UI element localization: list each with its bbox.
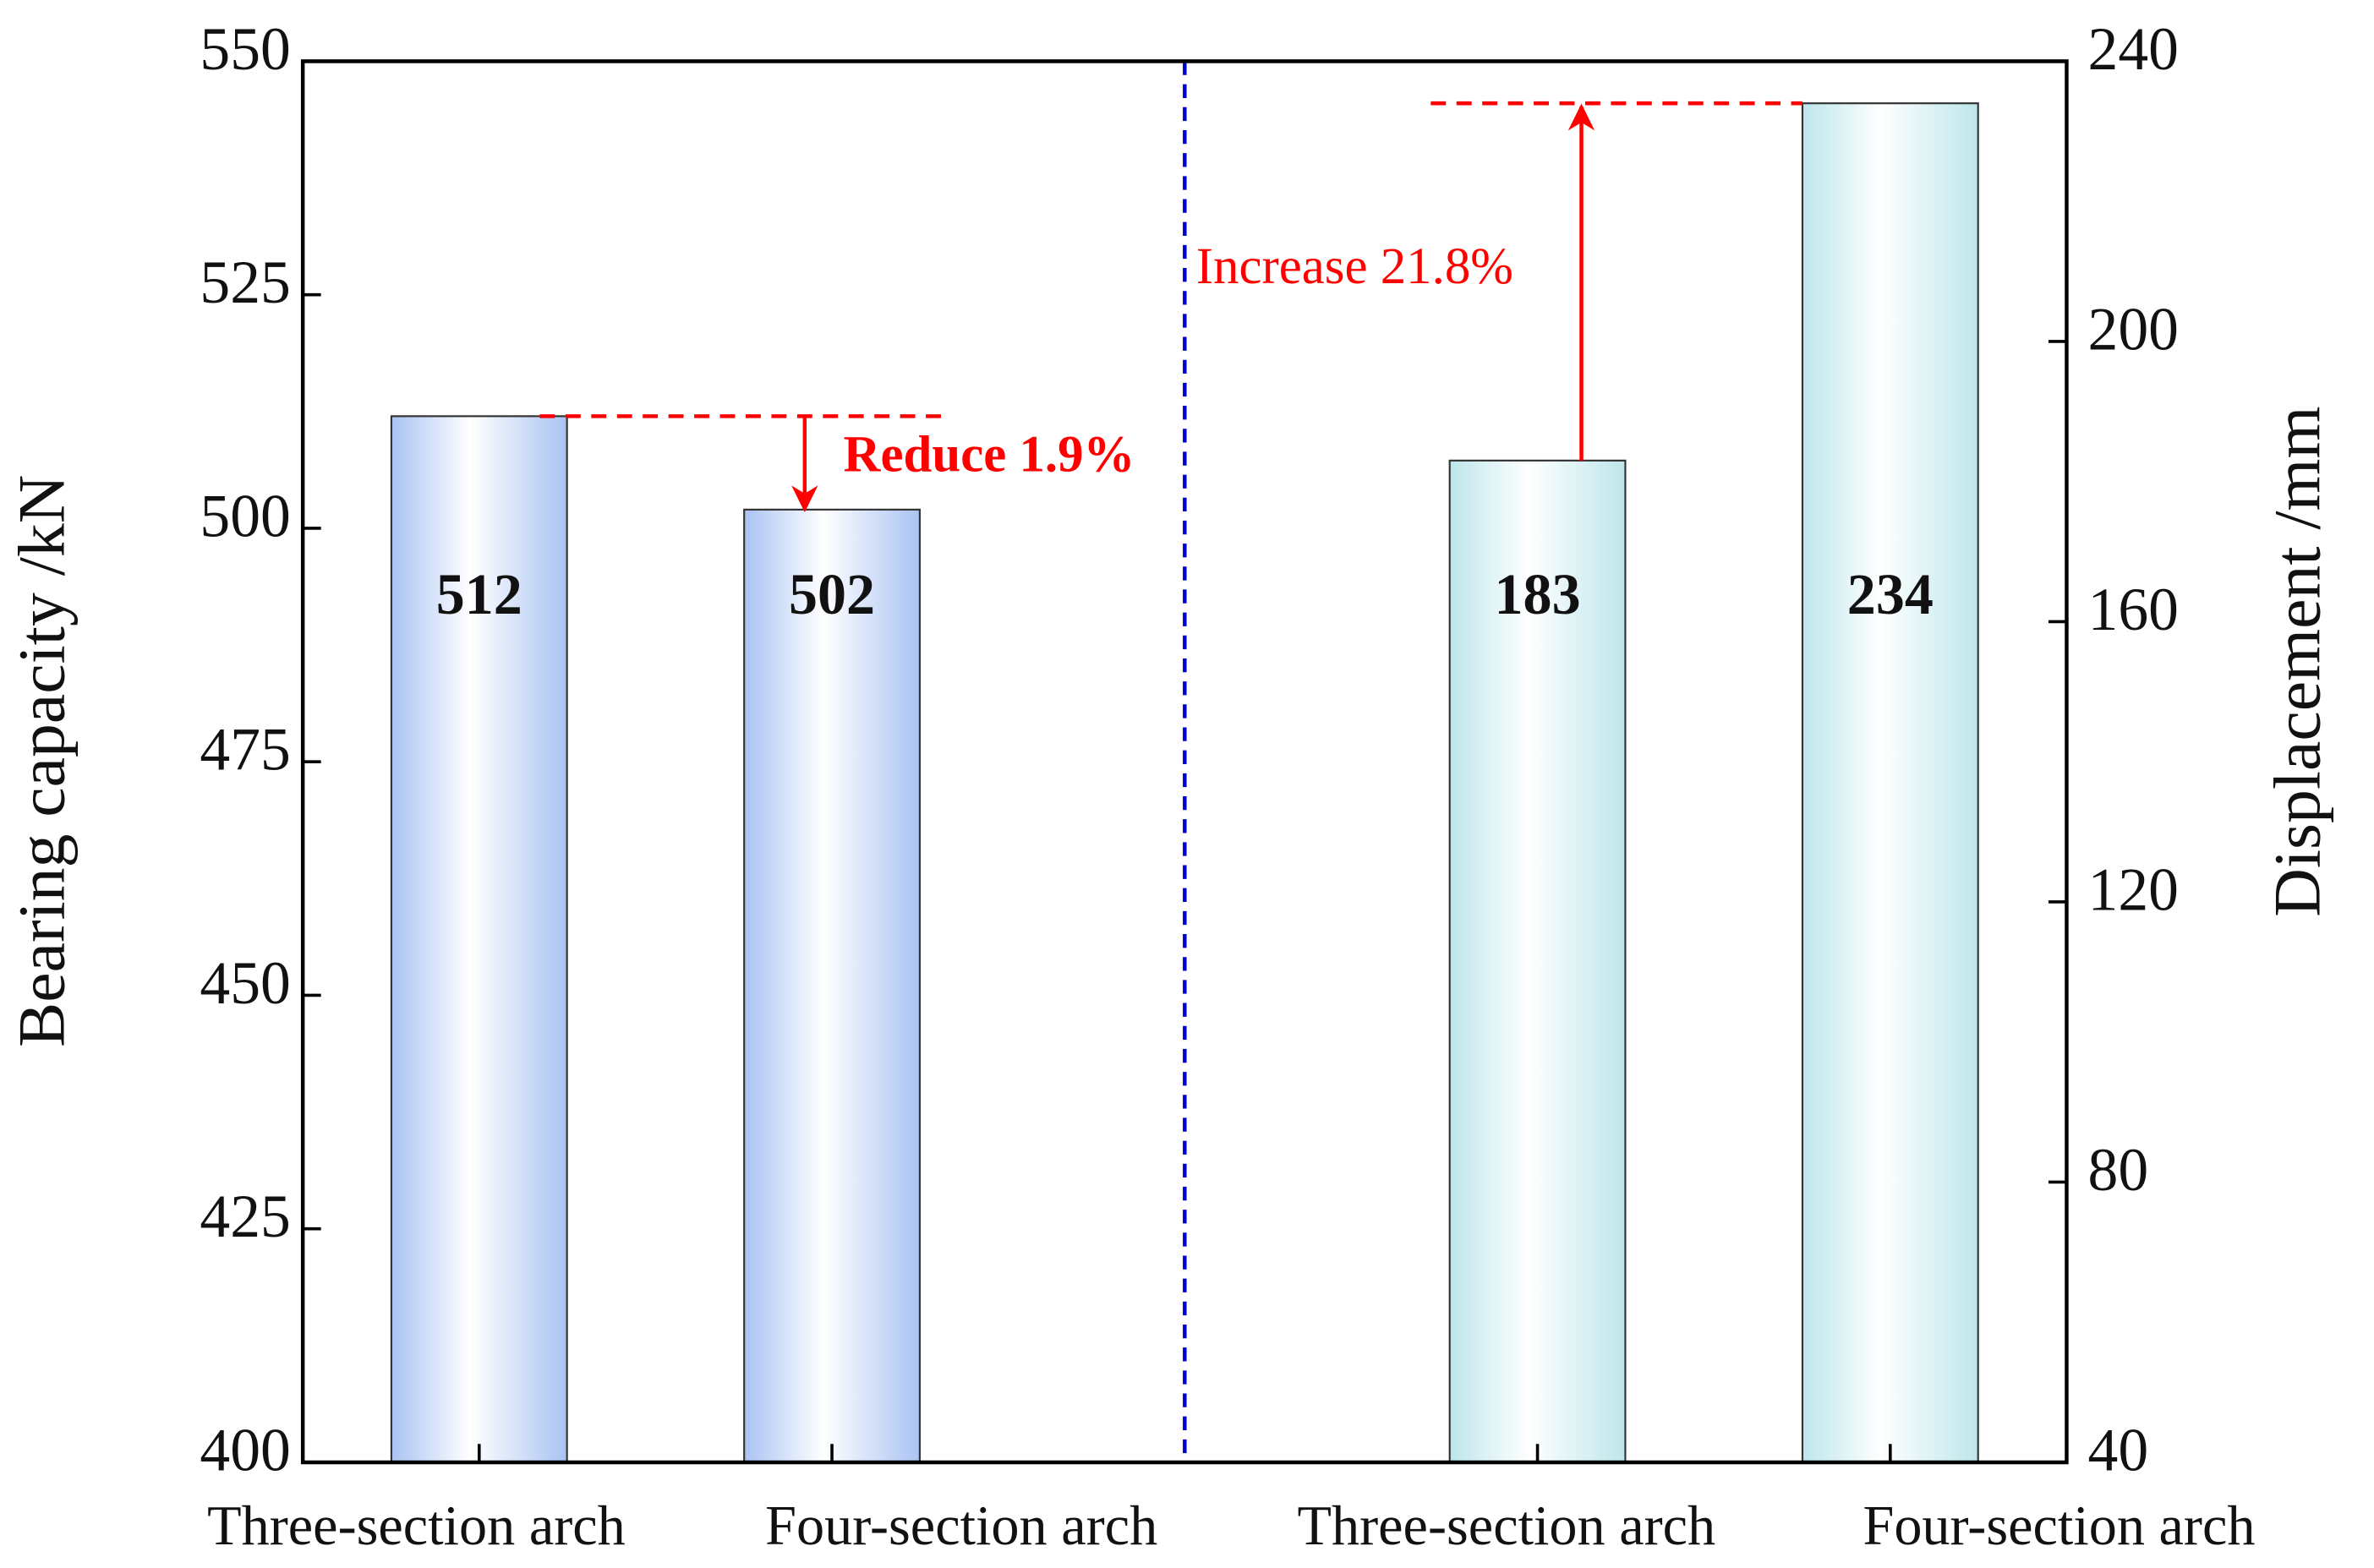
bar (1801, 102, 1979, 1464)
value-label: 183 (1495, 562, 1581, 626)
bar (390, 415, 568, 1464)
y-tick-label: 425 (200, 1183, 290, 1250)
y2-tick-label: 160 (2088, 575, 2179, 642)
y-tick-label: 550 (200, 14, 290, 82)
y-tick-label: 525 (200, 249, 290, 316)
y2-tick-label: 80 (2088, 1136, 2149, 1204)
x-tick-label: Three-section arch (1298, 1495, 1716, 1557)
x-tick-label: Three-section arch (207, 1495, 626, 1557)
x-tick-label: Four-section arch (765, 1495, 1157, 1557)
y-axis-label: Bearing capacity /kN (5, 475, 79, 1047)
plot-frame (300, 59, 2069, 1465)
annotation: Increase 21.8% (1196, 237, 1513, 294)
x-tick-label: Four-section arch (1863, 1495, 2255, 1557)
y-tick-label: 475 (200, 715, 290, 783)
bar (1448, 459, 1627, 1464)
y2-tick-label: 40 (2088, 1416, 2149, 1483)
y2-tick-label: 240 (2088, 14, 2179, 82)
y2-tick-label: 120 (2088, 855, 2179, 923)
y2-tick-label: 200 (2088, 295, 2179, 363)
value-label: 234 (1847, 562, 1934, 626)
bar (743, 508, 921, 1464)
value-label: 512 (436, 562, 522, 626)
y-tick-label: 400 (200, 1416, 290, 1483)
y2-axis-label: Displacement /mm (2261, 406, 2334, 916)
annotation: Reduce 1.9% (843, 425, 1135, 483)
y-tick-label: 450 (200, 949, 290, 1017)
y-tick-label: 500 (200, 482, 290, 549)
value-label: 502 (789, 562, 875, 626)
